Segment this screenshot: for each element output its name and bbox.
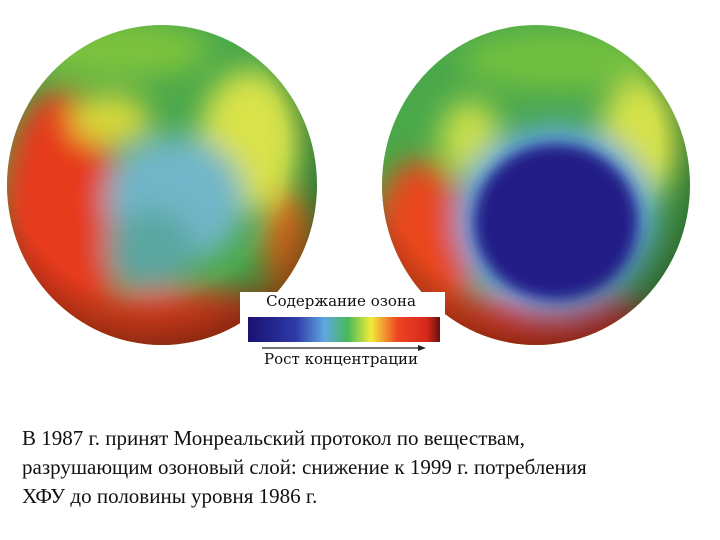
caption-line: ХФУ до половины уровня 1986 г. bbox=[22, 484, 318, 508]
legend: Содержание озона Рост концентрации bbox=[240, 292, 445, 370]
images: Содержание озона Рост концентрации bbox=[7, 25, 690, 370]
arrow-head bbox=[418, 345, 426, 351]
caption-line: В 1987 г. принят Монреальский протокол п… bbox=[22, 426, 525, 450]
caption: В 1987 г. принят Монреальский протокол п… bbox=[22, 424, 587, 511]
caption-line: разрушающим озоновый слой: снижение к 19… bbox=[22, 455, 587, 479]
legend-title: Содержание озона bbox=[266, 292, 416, 310]
legend-axis-label: Рост концентрации bbox=[264, 350, 418, 368]
color-scale bbox=[248, 317, 440, 342]
